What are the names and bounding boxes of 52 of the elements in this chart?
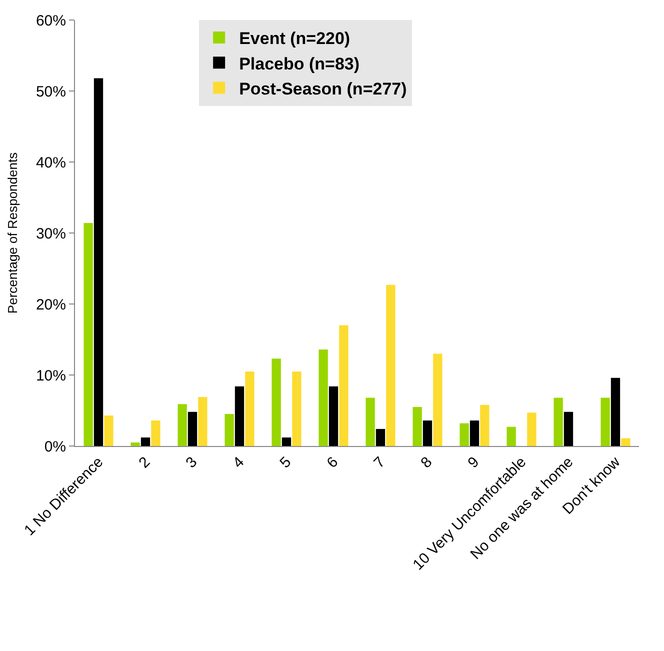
x-tick-label: 2 — [136, 454, 154, 472]
bar — [272, 358, 281, 446]
legend-label: Post-Season (n=277) — [239, 79, 407, 98]
y-tick-label: 40% — [36, 154, 66, 172]
legend-label: Event (n=220) — [239, 29, 350, 48]
bar — [376, 428, 386, 446]
bar — [460, 423, 469, 446]
bar — [412, 406, 422, 446]
bar — [621, 438, 630, 446]
bar — [198, 397, 208, 446]
bar — [600, 398, 610, 446]
bar — [151, 420, 160, 446]
bar — [104, 415, 114, 446]
y-tick-label: 0% — [44, 438, 66, 456]
bar — [245, 371, 254, 446]
y-tick-label: 60% — [36, 12, 66, 30]
bar — [318, 349, 328, 446]
x-tick-label: 7 — [370, 454, 389, 472]
bar — [610, 378, 620, 446]
bar — [554, 398, 563, 446]
y-axis-title: Percentage of Respondents — [4, 152, 20, 314]
bar — [94, 78, 104, 446]
x-tick-label: 5 — [276, 454, 295, 472]
bar — [178, 404, 187, 446]
bar — [224, 414, 234, 446]
bar — [470, 420, 480, 446]
bar — [386, 284, 396, 446]
legend-label: Placebo (n=83) — [239, 54, 360, 74]
bar — [564, 412, 574, 446]
bar — [506, 426, 516, 446]
bar — [339, 325, 348, 446]
bar — [84, 223, 93, 446]
x-tick-label: 4 — [230, 454, 248, 472]
bar — [282, 437, 292, 446]
y-tick-label: 50% — [36, 83, 66, 100]
y-tick-label: 30% — [36, 225, 66, 242]
bar — [433, 354, 442, 446]
bar — [140, 437, 150, 446]
bar — [292, 371, 302, 446]
bar — [234, 386, 244, 446]
bar — [422, 420, 432, 446]
y-tick-label: 20% — [36, 296, 66, 314]
bar — [480, 404, 490, 446]
bar — [527, 412, 536, 446]
x-tick-label: 6 — [324, 454, 342, 472]
y-tick-label: 10% — [36, 367, 66, 384]
bar — [366, 398, 375, 446]
x-tick-label: 8 — [418, 454, 436, 472]
bar — [188, 412, 198, 446]
x-tick-label: 3 — [182, 454, 201, 472]
bar — [328, 386, 338, 446]
bar — [130, 442, 140, 446]
